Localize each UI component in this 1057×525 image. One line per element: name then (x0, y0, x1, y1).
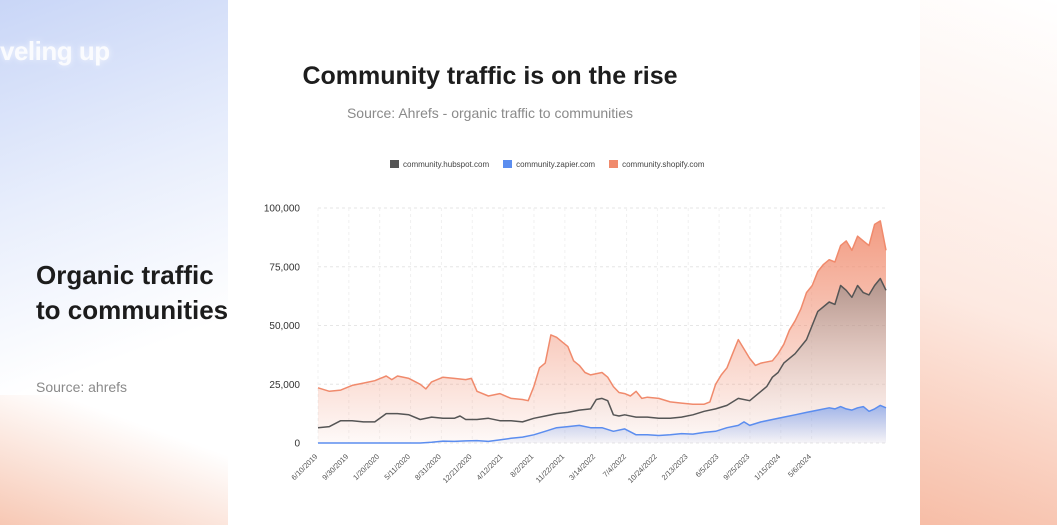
x-tick-label: 6/5/2023 (694, 452, 721, 479)
y-tick-label: 0 (294, 439, 300, 450)
legend-label-hubspot: community.hubspot.com (403, 159, 490, 169)
line-hubspot (317, 277, 887, 429)
x-tick-label: 5/11/2020 (382, 452, 412, 482)
area-zapier (318, 405, 886, 443)
x-tick-label: 8/2/2021 (508, 452, 535, 479)
chart-title: Community traffic is on the rise (302, 62, 678, 90)
legend-swatch-zapier (503, 160, 513, 168)
y-tick-label: 75,000 (269, 262, 300, 273)
left-heading: Organic traffic to communities (36, 260, 229, 325)
legend-item-shopify: community.shopify.com (609, 157, 705, 171)
x-tick-label: 2/13/2023 (660, 452, 690, 482)
area-hubspot (318, 278, 886, 443)
y-tick-label: 100,000 (264, 204, 301, 215)
y-tick-label: 25,000 (269, 380, 300, 391)
series-layer (317, 220, 887, 444)
legend-swatch-shopify (609, 160, 619, 168)
x-tick-label: 8/31/2020 (413, 452, 443, 482)
legend-swatch-hubspot (390, 160, 399, 168)
line-shopify (317, 220, 887, 405)
x-tick-label: 4/12/2021 (475, 452, 505, 482)
legend-item-hubspot: community.hubspot.com (390, 157, 489, 171)
x-tick-label: 9/25/2023 (721, 452, 751, 482)
background-bottom-gradient (0, 395, 240, 525)
y-tick-label: 50,000 (269, 321, 300, 332)
legend-label-shopify: community.shopify.com (622, 159, 705, 169)
legend-item-zapier: community.zapier.com (503, 157, 595, 171)
x-tick-label: 11/22/2021 (534, 452, 567, 485)
x-tick-label: 1/15/2024 (752, 452, 782, 482)
area-shopify (318, 220, 886, 443)
x-tick-label: 9/30/2019 (320, 452, 350, 482)
x-tick-label: 1/20/2020 (351, 452, 381, 482)
x-tick-label: 5/6/2024 (786, 452, 813, 479)
line-zapier (318, 404, 887, 444)
x-tick-label: 3/14/2022 (567, 452, 597, 482)
x-tick-label: 10/24/2022 (626, 452, 659, 485)
legend-label-zapier: community.zapier.com (516, 159, 596, 169)
x-tick-label: 6/10/2019 (289, 452, 319, 482)
x-tick-label: 12/21/2020 (441, 452, 474, 485)
section-kicker: veling up (0, 36, 110, 66)
left-source: Source: ahrefs (36, 379, 128, 395)
chart-subtitle: Source: Ahrefs - organic traffic to comm… (346, 105, 634, 121)
chart-legend: community.hubspot.com community.zapier.c… (390, 157, 760, 171)
x-tick-label: 7/4/2022 (601, 452, 628, 479)
